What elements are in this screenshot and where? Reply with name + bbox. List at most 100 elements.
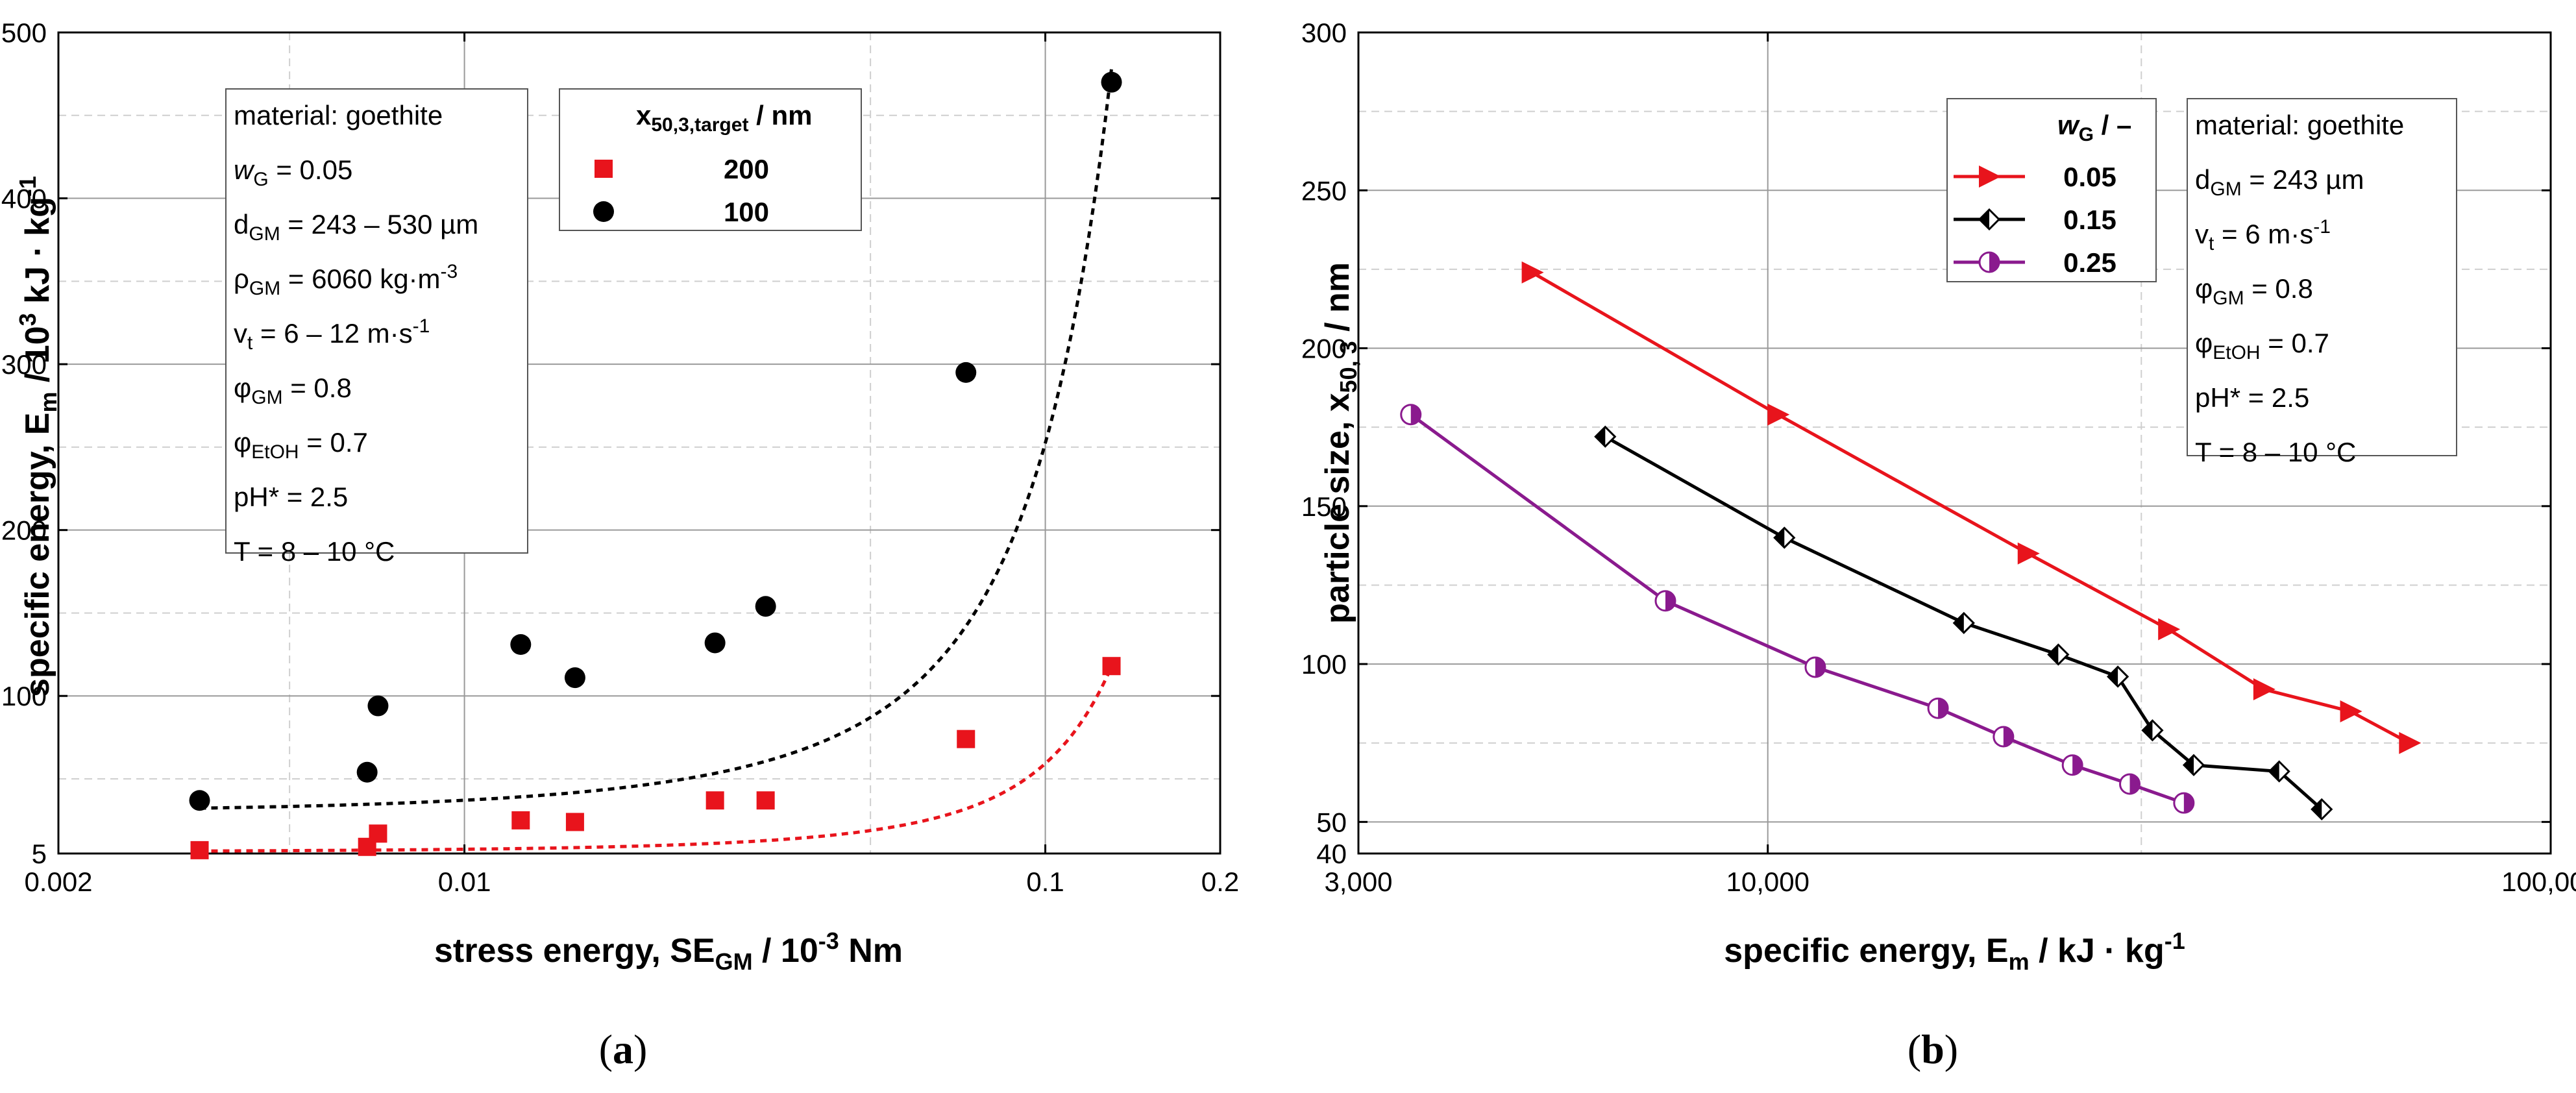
x-tick-label: 10,000	[1726, 866, 1809, 897]
info-line: pH* = 2.5	[2195, 382, 2309, 413]
point-0.15-fill	[1595, 426, 1606, 447]
y-tick-label: 400	[1, 184, 47, 214]
point-0.25-fill	[1665, 591, 1675, 611]
point-0.15	[2268, 760, 2290, 783]
info-box-frame	[225, 88, 528, 554]
point-0.25	[2119, 773, 2141, 795]
x-tick-label: 3,000	[1324, 866, 1392, 897]
point-0.05	[2253, 678, 2275, 700]
point-200	[756, 791, 775, 810]
point-0.25-fill	[1410, 404, 1421, 424]
point-0.15	[1952, 611, 1975, 634]
y-tick-label: 300	[1301, 18, 1347, 48]
point-200	[957, 730, 975, 748]
y-tick-label: 100	[1, 681, 47, 711]
legend-marker-0.15-fill	[1980, 210, 1989, 229]
point-100	[189, 790, 210, 811]
point-0.15	[1773, 526, 1796, 549]
legend-title: x50,3,target / nm	[636, 100, 812, 136]
point-0.25-fill	[2183, 793, 2194, 813]
legend-label: 200	[724, 154, 769, 184]
point-0.15	[1594, 425, 1617, 448]
legend: wG / – 0.05 0.15 0.25	[1946, 98, 2157, 282]
point-0.15-fill	[2312, 799, 2322, 819]
point-0.15	[2311, 798, 2333, 821]
point-0.25-fill	[2003, 726, 2013, 746]
caption-a: (a)	[599, 1026, 648, 1072]
point-0.25	[1927, 697, 1949, 719]
y-tick-label: 100	[1301, 649, 1347, 680]
legend-marker-200	[595, 160, 613, 178]
x-axis-title: specific energy, Em / kJ · kg-1	[1724, 927, 2185, 975]
point-0.15-fill	[2142, 720, 2153, 741]
y-axis-title: specific energy, Em / 103 kJ · kg-1	[14, 176, 62, 697]
point-0.05	[1767, 403, 1790, 426]
info-line: ρGM = 6060 kg·m-3	[234, 261, 458, 299]
point-200	[1102, 657, 1121, 676]
info-line: φGM = 0.8	[2195, 273, 2313, 309]
point-0.05	[2399, 731, 2422, 754]
info-line: T = 8 – 10 °C	[234, 536, 395, 567]
point-0.15	[2182, 754, 2205, 776]
info-line: dGM = 243 µm	[2195, 164, 2364, 200]
legend-marker-0.15	[1978, 208, 2001, 231]
legend: x50,3,target / nm 200 100	[559, 88, 862, 231]
y-tick-label: 500	[1, 18, 47, 48]
point-0.15-fill	[2108, 667, 2118, 687]
point-0.15	[2141, 719, 2164, 742]
point-0.25	[1993, 726, 2015, 748]
point-100	[1101, 71, 1122, 93]
legend-marker-0.25-fill	[1989, 252, 1999, 272]
point-0.15-fill	[2269, 761, 2279, 781]
info-line: vt = 6 m·s-1	[2195, 216, 2331, 254]
info-line: φEtOH = 0.7	[234, 427, 368, 463]
point-0.25-fill	[1815, 657, 1825, 677]
fit-curve-100	[199, 68, 1114, 810]
caption-b: (b)	[1907, 1026, 1958, 1072]
legend-label: 0.05	[2063, 162, 2116, 192]
x-axis-title: stress energy, SEGM / 10-3 Nm	[434, 927, 903, 975]
y-tick-label: 150	[1301, 491, 1347, 522]
point-200	[190, 841, 209, 859]
y-tick-label: 300	[1, 349, 47, 380]
point-0.25-fill	[1938, 698, 1948, 718]
point-100	[367, 695, 389, 717]
info-line: vt = 6 – 12 m·s-1	[234, 315, 430, 354]
x-tick-label: 0.2	[1201, 866, 1239, 897]
plot-frame	[1357, 31, 2552, 855]
point-100	[755, 596, 776, 617]
point-0.25	[1400, 404, 1422, 426]
legend-marker-100	[593, 201, 614, 222]
x-tick-label: 0.002	[24, 866, 92, 897]
point-100	[564, 667, 585, 689]
chart-a: 5 100 200 300 400 500 0.002 0.01 0.1 0.2 material:…	[1, 18, 1239, 975]
info-line: material: goethite	[2195, 110, 2404, 140]
info-line: φEtOH = 0.7	[2195, 328, 2329, 363]
point-200	[565, 813, 584, 831]
legend-label: 0.15	[2063, 204, 2116, 235]
point-0.15	[2106, 665, 2129, 688]
fit-curve-200	[199, 665, 1113, 853]
info-line: T = 8 – 10 °C	[2195, 437, 2356, 467]
point-0.25-fill	[2072, 755, 2083, 775]
x-tick-label: 0.1	[1026, 866, 1064, 897]
point-0.15-fill	[2048, 645, 2059, 665]
y-tick-label: 200	[1301, 334, 1347, 364]
point-0.15-fill	[1954, 613, 1964, 633]
point-200	[369, 824, 387, 843]
point-0.25	[2061, 754, 2083, 776]
point-0.05	[2158, 618, 2181, 641]
info-box-frame	[2187, 98, 2457, 456]
info-line: φGM = 0.8	[234, 373, 352, 408]
point-0.05	[2340, 700, 2362, 723]
y-tick-label: 40	[1316, 839, 1347, 869]
legend-label: 0.25	[2063, 247, 2116, 278]
legend-marker-0.05	[1979, 166, 2001, 188]
info-line: wG = 0.05	[234, 154, 352, 190]
point-0.15-fill	[2184, 755, 2194, 775]
info-box: material: goethite dGM = 243 µm vt = 6 m·s…	[2187, 98, 2457, 467]
point-0.25	[1654, 590, 1676, 612]
y-tick-label: 250	[1301, 175, 1347, 206]
point-0.15-fill	[1774, 528, 1785, 548]
